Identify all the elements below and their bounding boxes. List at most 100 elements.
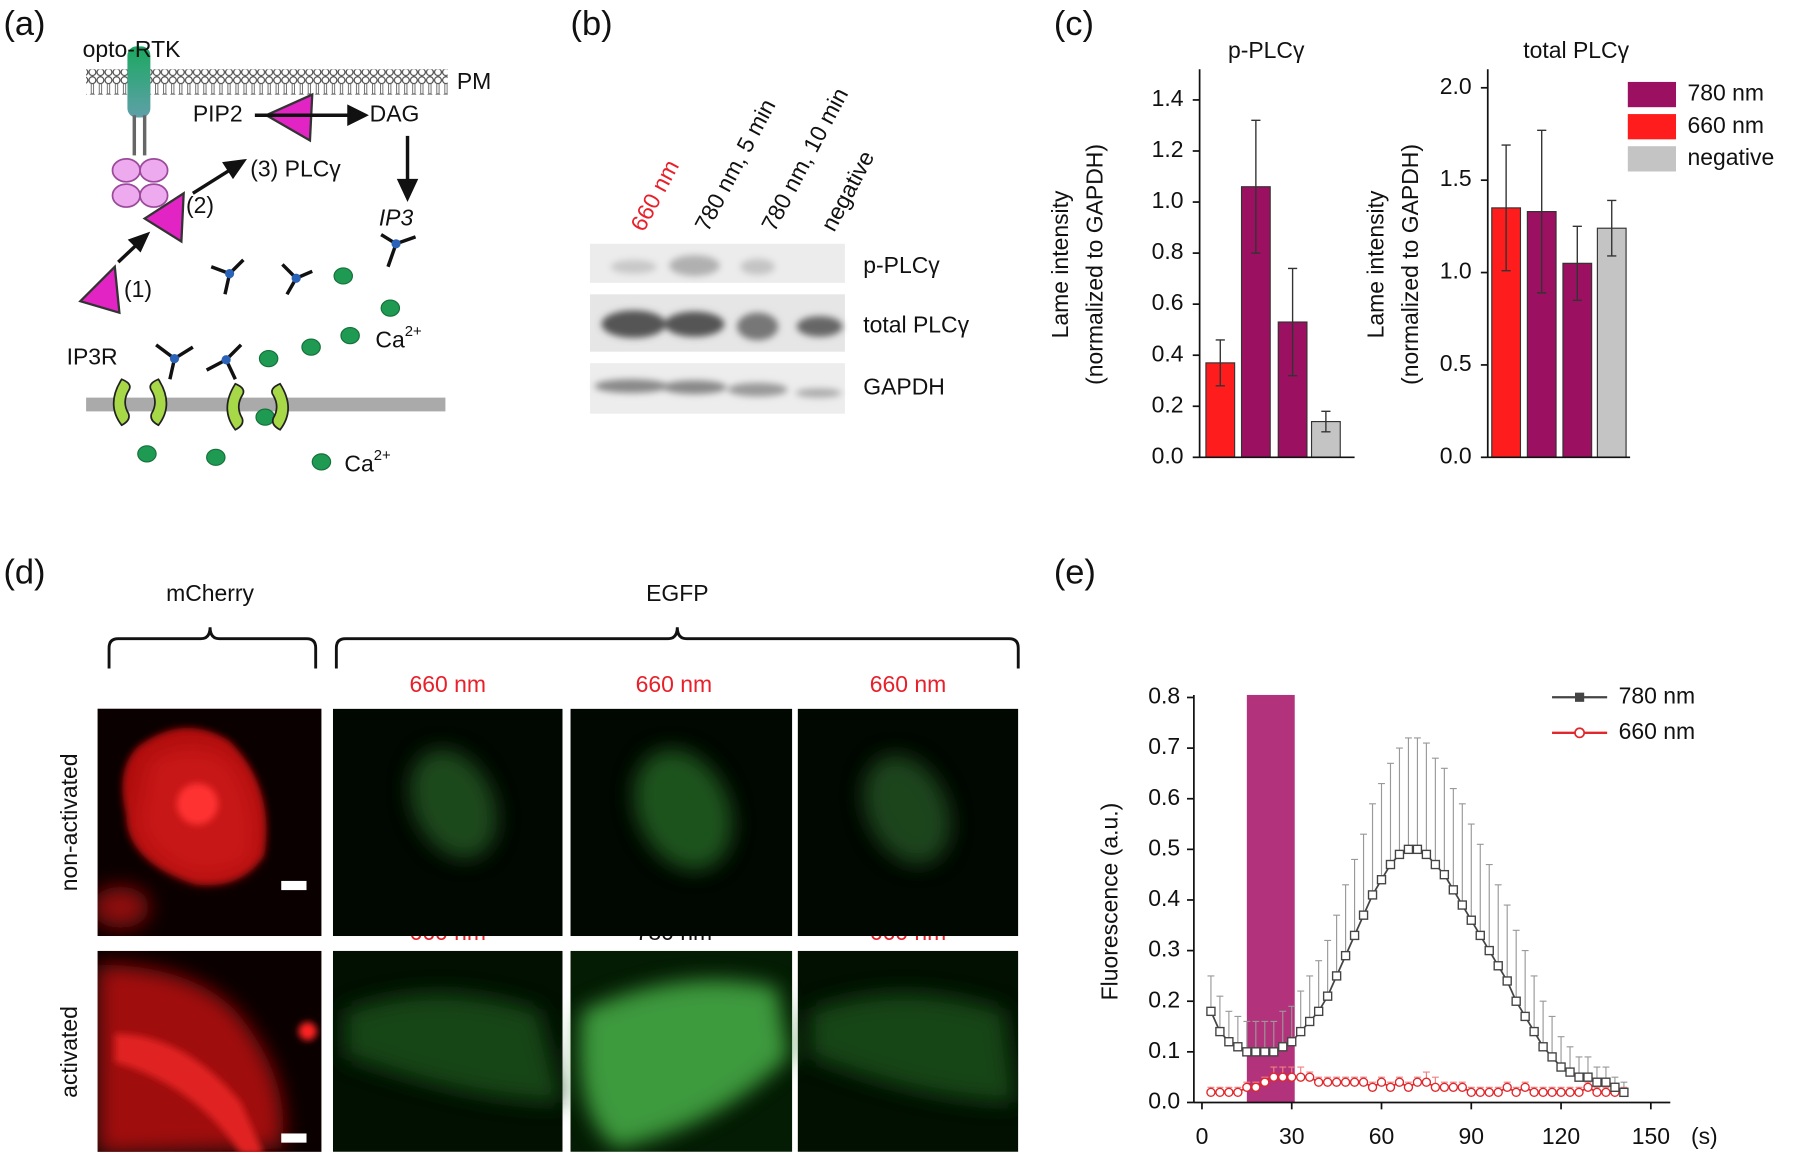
data-point [1287,1072,1297,1082]
y-tick-label: 1.0 [1152,187,1184,213]
bar [1310,421,1341,458]
row-label: p-PLCγ [863,252,940,278]
calcium-ion [137,267,401,471]
error-bar [1537,129,1547,294]
y-tick-label: 0.0 [1440,442,1472,468]
kinase-domain [111,157,169,208]
data-point [1269,1072,1279,1082]
ip3-molecule [155,233,417,380]
error-bar [1548,1015,1556,1057]
y-tick-label: 0.8 [1148,683,1180,709]
data-point [1367,1082,1378,1092]
error-bar [1324,939,1332,997]
data-point [1538,1087,1548,1098]
data-point [1296,1072,1306,1082]
error-bar [1387,762,1394,865]
data-point [1511,1087,1521,1098]
legend-label: 780 nm [1688,80,1765,106]
data-point [1340,1077,1351,1087]
data-point [1619,1087,1629,1098]
panel-label: (d) [3,554,45,592]
y-tick-label: 0.1 [1148,1037,1180,1063]
error-bar [1404,737,1412,850]
data-point [1331,971,1342,981]
y-tick-label: 0.6 [1148,784,1180,810]
error-bar [1503,904,1511,981]
error-bar [1297,990,1305,1032]
row-label: non-activated [56,754,82,892]
data-point [1313,1006,1324,1017]
error-bar [1369,803,1376,895]
error-bar [1215,339,1225,387]
wavelength-label: 660 nm [870,671,947,697]
data-point [1439,1082,1450,1092]
data-point [1457,1082,1468,1092]
legend-swatch [1627,81,1677,108]
error-bar [1207,975,1215,1012]
data-point [1592,1077,1602,1087]
y-tick-label: 0.0 [1148,1088,1180,1114]
data-point [1376,875,1387,885]
data-point [1565,1087,1575,1098]
error-bar [1607,199,1617,257]
error-bar [1431,757,1439,865]
scale-bar [281,1133,307,1143]
error-bar [1512,929,1520,1002]
data-point [1520,1011,1530,1022]
error-bar [1530,975,1538,1032]
y-tick-label: 0.6 [1152,289,1184,315]
y-tick-label: 2.0 [1440,73,1472,99]
bracket [334,627,1020,669]
error-bar [1261,1020,1269,1052]
data-point [1278,1042,1288,1052]
data-point [1475,1087,1485,1098]
error-bar [1333,914,1341,976]
data-point [1322,991,1333,1001]
y-tick-label: 0.2 [1148,986,1180,1012]
pathway-diagram: opto-RTK PM PIP2 DAG (3) PLCγ (2) (1) IP… [67,36,492,476]
data-point [1260,1077,1270,1087]
data-point [1583,1072,1593,1082]
data-point [1215,1026,1225,1037]
data-point [1556,1087,1566,1098]
y-tick-label: 1.4 [1152,85,1184,111]
row-label: total PLCγ [863,312,969,338]
data-point [1484,1087,1494,1098]
y-tick-label: 0.4 [1152,340,1184,366]
data-point [1547,1087,1557,1098]
data-point [1565,1067,1575,1077]
ip3-core [169,239,401,365]
panel-label: (e) [1054,554,1096,592]
diagram-label: opto-RTK [83,36,181,62]
data-point [1349,1077,1360,1087]
data-point [1349,930,1360,941]
legend-marker [1575,692,1585,702]
data-point [1215,1087,1225,1098]
error-bar [1378,782,1385,880]
data-point [1340,950,1351,961]
data-point [1304,1072,1315,1082]
y-tick-label: 0.3 [1148,936,1180,962]
scale-bar [281,880,307,891]
y-tick-label: 0.5 [1440,350,1472,376]
data-point [1430,1082,1441,1092]
lane-label: negative [816,146,880,235]
label-superscript: 2+ [405,323,422,340]
y-axis-label: (normalized to GAPDH) [1081,144,1107,385]
bracket [107,627,318,669]
error-bar [1288,1005,1296,1042]
data-point [1278,1072,1288,1082]
panel-label: (b) [571,5,613,43]
cell [97,964,317,1152]
row-label: activated [56,1006,82,1098]
data-point [1457,900,1468,910]
error-bar [1413,737,1421,850]
data-point [1322,1077,1333,1087]
error-bar [1557,1036,1565,1068]
data-point [1430,859,1441,870]
highlight-band [1246,694,1295,1103]
diagram-label: (1) [124,276,152,302]
data-point [1251,1047,1261,1057]
x-tick-label: 90 [1459,1123,1485,1149]
